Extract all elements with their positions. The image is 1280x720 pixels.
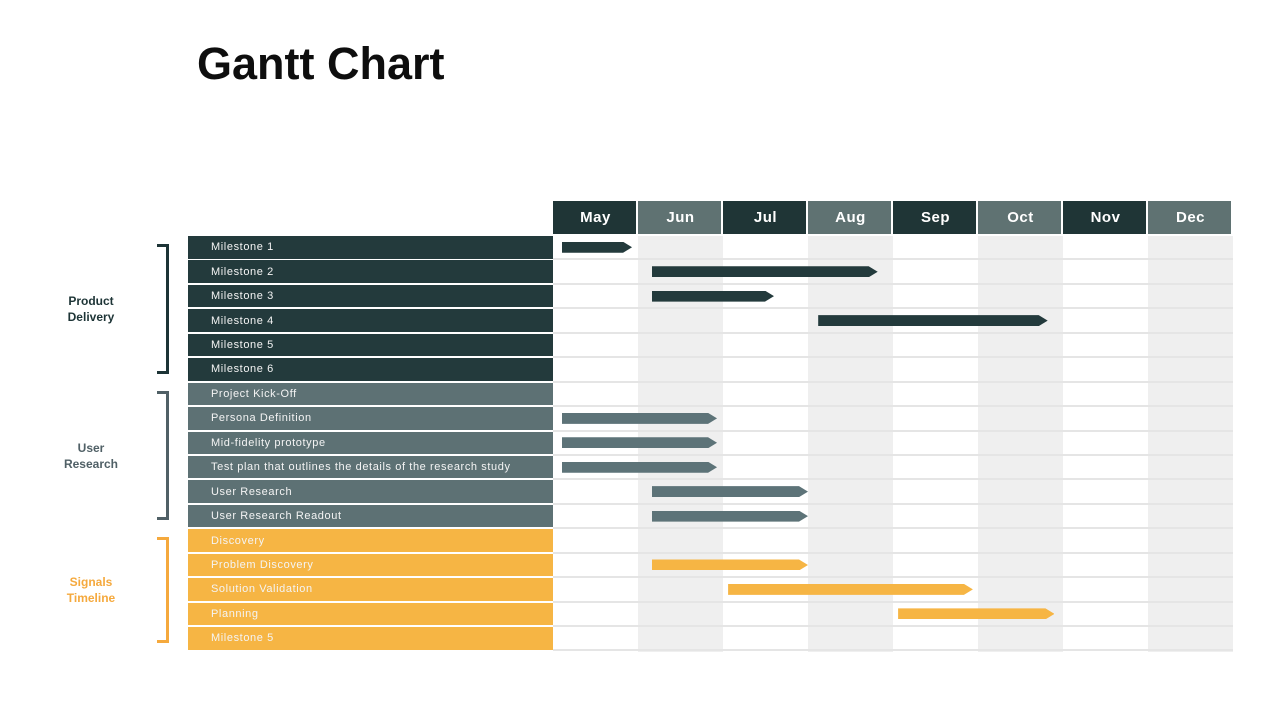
group-label: Signals Timeline [30, 574, 152, 606]
gantt-row: Milestone 5 [188, 333, 1233, 359]
task-bar-area [553, 285, 1233, 310]
task-bar-area [553, 383, 1233, 408]
task-bar [652, 559, 808, 570]
gantt-row: Milestone 5 [188, 627, 1233, 652]
gantt-row: Milestone 2 [188, 260, 1233, 285]
task-label: Test plan that outlines the details of t… [188, 455, 553, 479]
task-label: Mid-fidelity prototype [188, 431, 553, 454]
task-label: Milestone 1 [188, 236, 553, 259]
task-label: User Research Readout [188, 504, 553, 528]
task-label: Problem Discovery [188, 553, 553, 577]
gantt-rows: Milestone 1 Milestone 2 Milestone 3 Milesto… [188, 236, 1233, 652]
group-label-line: Timeline [66, 591, 116, 606]
group-label-line: Delivery [67, 309, 115, 324]
task-bar-area [553, 334, 1233, 359]
task-bar [898, 608, 1054, 619]
task-bar [652, 486, 808, 497]
gantt-row: Project Kick-Off [188, 382, 1233, 408]
gantt-row: User Research [188, 480, 1233, 505]
task-bar-area [553, 309, 1233, 334]
task-bar-area [553, 603, 1233, 627]
gantt-row: Problem Discovery [188, 553, 1233, 579]
task-bar [562, 462, 718, 473]
task-bar [728, 584, 973, 595]
task-label: Milestone 2 [188, 260, 553, 283]
task-bar [652, 511, 808, 522]
task-bar-area [553, 407, 1233, 432]
gantt-row: Milestone 6 [188, 358, 1233, 383]
gantt-row: User Research Readout [188, 504, 1233, 530]
task-label: Milestone 5 [188, 627, 553, 650]
group-label-line: Research [63, 456, 119, 471]
gantt-row: Solution Validation [188, 578, 1233, 603]
task-bar-area [553, 627, 1233, 652]
task-bar-area [553, 260, 1233, 285]
month-header-aug: Aug [808, 201, 893, 234]
gantt-row: Planning [188, 602, 1233, 627]
task-bar-area [553, 456, 1233, 481]
task-bar [562, 242, 633, 253]
group-label: Product Delivery [30, 293, 152, 325]
month-header-jun: Jun [638, 201, 723, 234]
task-label: Persona Definition [188, 407, 553, 430]
gantt-row: Milestone 1 [188, 236, 1233, 261]
gantt-row: Test plan that outlines the details of t… [188, 455, 1233, 481]
task-label: Solution Validation [188, 578, 553, 601]
task-bar-area [553, 578, 1233, 603]
group-label-line: User [77, 440, 105, 455]
gantt-row: Milestone 3 [188, 284, 1233, 310]
task-bar [652, 266, 878, 277]
month-header-oct: Oct [978, 201, 1063, 234]
task-bar-area [553, 529, 1233, 554]
page-title: Gantt Chart [197, 38, 445, 89]
month-header-sep: Sep [893, 201, 978, 234]
task-bar-area [553, 554, 1233, 579]
task-label: Planning [188, 602, 553, 626]
group-bracket [157, 537, 169, 643]
month-header-dec: Dec [1148, 201, 1233, 234]
task-label: Discovery [188, 529, 553, 552]
group-bracket [157, 244, 169, 374]
task-label: Project Kick-Off [188, 382, 553, 406]
task-bar-area [553, 480, 1233, 505]
group-bracket [157, 390, 169, 521]
task-label: User Research [188, 480, 553, 503]
task-bar [562, 413, 718, 424]
task-bar-area [553, 432, 1233, 456]
task-label: Milestone 6 [188, 358, 553, 381]
group-label-line: Signals [69, 575, 113, 590]
task-label: Milestone 3 [188, 284, 553, 308]
task-bar-area [553, 236, 1233, 261]
task-bar [652, 291, 774, 302]
gantt-row: Discovery [188, 529, 1233, 554]
month-header-row: May Jun Jul Aug Sep Oct Nov Dec [553, 201, 1233, 234]
month-header-jul: Jul [723, 201, 808, 234]
gantt-row: Persona Definition [188, 407, 1233, 432]
task-bar-area [553, 505, 1233, 530]
task-bar [818, 315, 1048, 326]
group-label-line: Product [68, 293, 114, 308]
task-bar-area [553, 358, 1233, 383]
gantt-row: Mid-fidelity prototype [188, 431, 1233, 456]
gantt-row: Milestone 4 [188, 309, 1233, 334]
group-label: User Research [30, 440, 152, 472]
month-header-may: May [553, 201, 638, 234]
task-label: Milestone 5 [188, 333, 553, 357]
task-bar [562, 437, 718, 448]
month-header-nov: Nov [1063, 201, 1148, 234]
task-label: Milestone 4 [188, 309, 553, 332]
